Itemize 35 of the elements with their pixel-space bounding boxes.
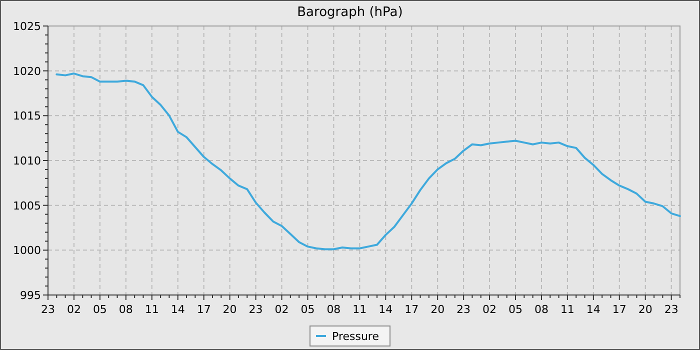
legend-label: Pressure [332, 330, 380, 343]
x-tick-label: 20 [222, 303, 237, 316]
x-tick-label: 17 [196, 303, 211, 316]
x-tick-label: 17 [612, 303, 626, 316]
x-tick-label: 02 [482, 303, 497, 316]
y-tick-label: 995 [20, 289, 41, 302]
y-tick-label: 1005 [13, 199, 41, 212]
line-series [56, 72, 681, 250]
y-tick-label: 1020 [13, 64, 41, 78]
y-tick-label: 1025 [13, 20, 41, 33]
x-tick-label: 05 [300, 303, 315, 316]
y-tick-label: 1015 [13, 110, 41, 123]
x-tick-label: 23 [664, 303, 678, 316]
chart-title: Barograph (hPa) [297, 5, 403, 20]
x-tick-label: 08 [534, 303, 548, 316]
x-tick-label: 17 [404, 303, 419, 316]
x-tick-label: 08 [326, 303, 341, 316]
x-tick-label: 20 [430, 303, 445, 316]
y-tick-label: 1000 [13, 244, 41, 258]
x-tick-label: 20 [638, 303, 652, 316]
x-tick-label: 11 [560, 303, 574, 316]
x-tick-label: 14 [586, 303, 600, 316]
x-tick-label: 14 [378, 303, 393, 316]
x-tick-label: 14 [170, 303, 185, 316]
x-tick-label: 02 [66, 303, 81, 316]
x-tick-label: 02 [274, 303, 289, 316]
y-tick-label: 1010 [13, 154, 41, 168]
x-tick-label: 05 [508, 303, 523, 316]
x-tick-label: 23 [248, 303, 263, 316]
x-tick-label: 23 [41, 303, 55, 316]
x-tick-label: 05 [92, 303, 107, 316]
x-tick-label: 23 [456, 303, 471, 316]
x-tick-label: 08 [118, 303, 133, 316]
x-tick-label: 11 [144, 303, 159, 316]
x-tick-label: 11 [352, 303, 367, 316]
